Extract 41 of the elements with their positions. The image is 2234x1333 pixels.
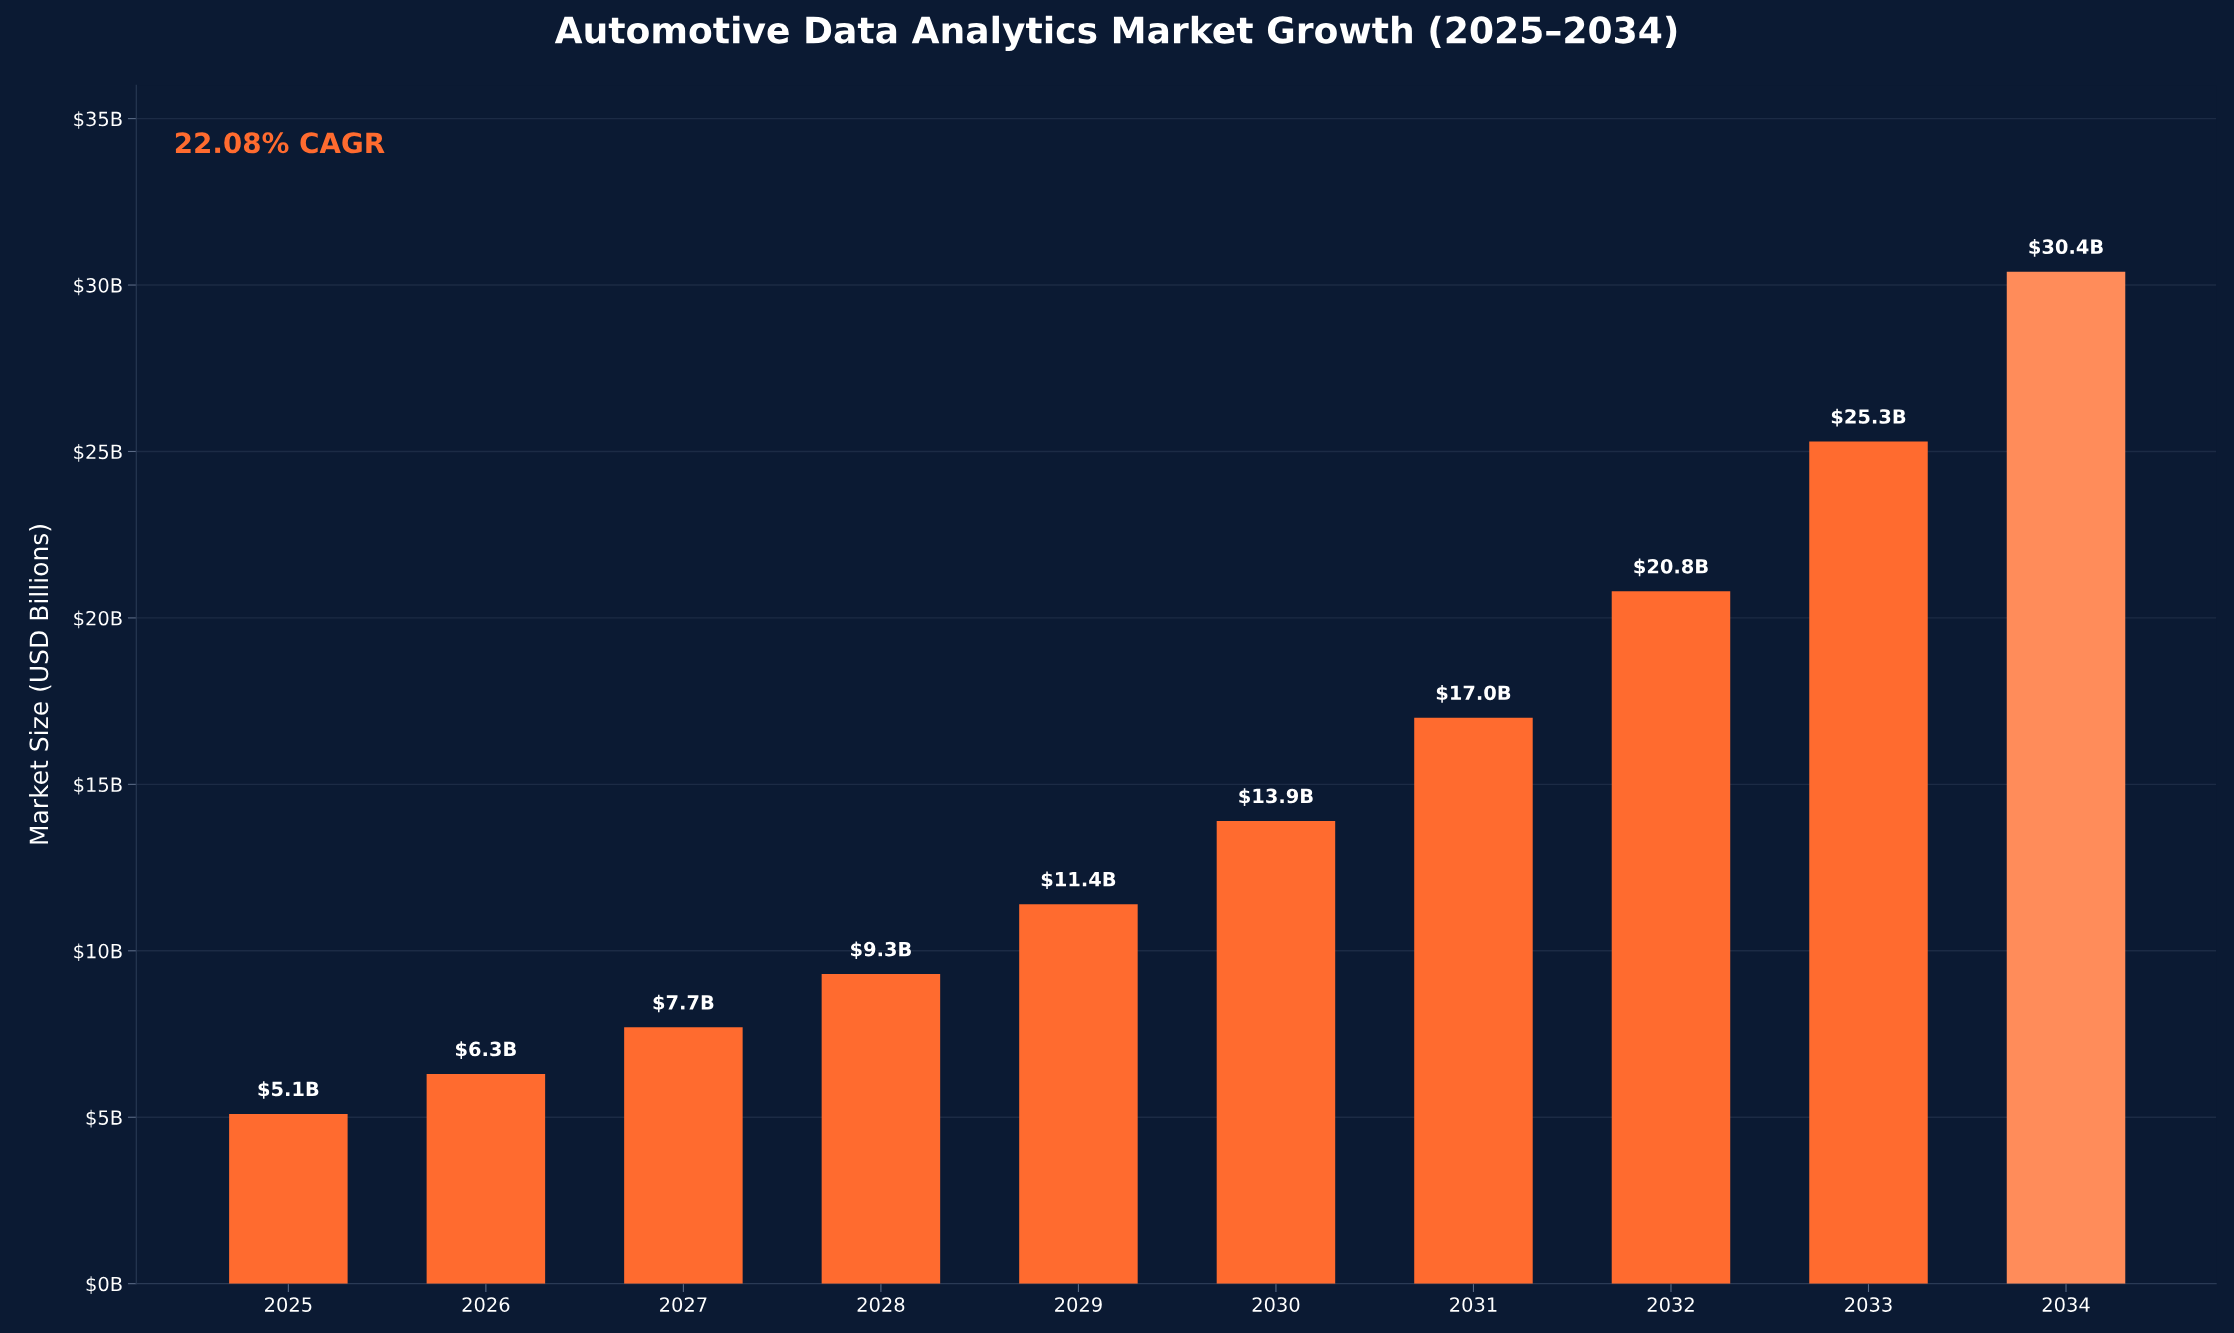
data-label: $11.4B (1041, 871, 1116, 890)
data-label: $20.8B (1634, 558, 1708, 577)
data-label: $30.4B (2029, 239, 2103, 257)
y-tick-label: $25B (74, 444, 122, 462)
bar (229, 1113, 348, 1284)
x-tick-label: 2028 (857, 1297, 905, 1312)
bar (1216, 820, 1336, 1284)
bar (1019, 904, 1138, 1284)
data-label: $7.7B (653, 994, 714, 1013)
data-label: $25.3B (1831, 408, 1906, 427)
bar (426, 1073, 546, 1284)
y-axis-title: Market Size (USD Billions) (28, 525, 52, 844)
y-tick-label: $10B (74, 943, 122, 962)
y-tick-label: $20B (74, 610, 122, 629)
x-tick-label: 2032 (1647, 1297, 1694, 1312)
y-tick-label: $0B (86, 1276, 122, 1294)
data-label: $17.0B (1436, 685, 1511, 703)
bar (1809, 441, 1928, 1284)
x-tick-label: 2034 (2042, 1297, 2090, 1312)
x-tick-label: 2027 (660, 1297, 707, 1312)
y-tick-label: $30B (74, 277, 122, 296)
data-label: $13.9B (1239, 788, 1313, 806)
y-tick-label: $5B (86, 1109, 122, 1128)
bar (2006, 271, 2126, 1284)
x-tick-label: 2033 (1845, 1297, 1892, 1312)
x-tick-label: 2026 (462, 1297, 510, 1312)
bar (821, 974, 941, 1284)
y-tick-label: $35B (74, 111, 122, 129)
x-tick-label: 2025 (265, 1297, 312, 1312)
x-tick-label: 2029 (1055, 1297, 1102, 1312)
chart-title: Automotive Data Analytics Market Growth (2025–2034) (554, 15, 1677, 51)
y-tick-label: $15B (74, 776, 122, 795)
bar (624, 1027, 743, 1284)
annotation: 22.08% CAGR (175, 132, 385, 154)
x-tick-label: 2031 (1450, 1297, 1497, 1312)
data-label: $6.3B (456, 1041, 516, 1059)
bar (1611, 591, 1731, 1284)
x-tick-label: 2030 (1252, 1297, 1300, 1312)
data-label: $9.3B (851, 941, 911, 960)
bar (1414, 717, 1533, 1284)
data-label: $5.1B (258, 1081, 319, 1099)
